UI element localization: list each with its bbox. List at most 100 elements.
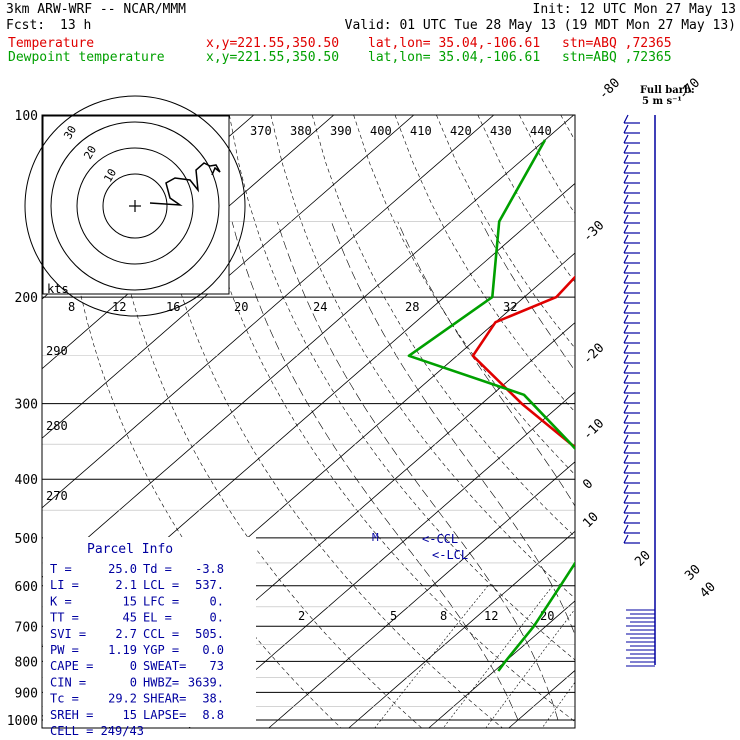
wind-barb-flag (623, 434, 629, 444)
parcel-field-value: 38. (202, 692, 224, 706)
wind-barb-flag (623, 514, 629, 524)
mixing-ratio-label-top: 28 (405, 300, 419, 314)
mixing-ratio-line (643, 586, 740, 733)
parcel-field-name: LCL = (143, 578, 179, 592)
hodograph-ring-label: 30 (61, 124, 79, 142)
isotherm-line (428, 600, 575, 728)
pressure-label: 700 (15, 620, 38, 635)
wind-barb-flag (623, 454, 629, 464)
ccl-label: <-CCL (422, 532, 458, 546)
legend-temperature-name: Temperature (8, 36, 95, 51)
wind-barb-flag (623, 494, 629, 504)
moist-adiabat-line (724, 222, 740, 721)
hodograph-ring (102, 173, 168, 239)
isotherm-label-right: 20 (632, 548, 654, 570)
pressure-label: 800 (15, 655, 38, 670)
wind-barb-flag (623, 484, 629, 494)
mixing-ratio-line (708, 586, 740, 733)
parcel-cell-value: CELL = 249/43 (50, 724, 144, 738)
pressure-label: 600 (15, 580, 38, 595)
isotherm-label-right: 40 (697, 580, 719, 602)
valid-time: Valid: 01 UTC Tue 28 May 13 (19 MDT Mon … (344, 18, 736, 33)
wind-barb-flag (623, 114, 629, 124)
parcel-field-name: K = (50, 594, 72, 608)
wind-barb-flag (623, 534, 629, 544)
parcel-field-name: HWBZ= (143, 675, 179, 689)
hodograph-panel (42, 115, 230, 295)
isotherm-label-right: -30 (580, 218, 607, 245)
dry-adiabat-line (602, 115, 740, 730)
hodograph-unit-label: kts (47, 282, 69, 296)
parcel-field-name: LI = (50, 578, 79, 592)
legend-dewpoint-name: Dewpoint temperature (8, 50, 165, 65)
mixing-ratio-line (541, 681, 575, 728)
dry-adiabat-line (187, 115, 575, 723)
wind-barb-flag (623, 214, 629, 224)
parcel-field-name: SVI = (50, 627, 86, 641)
parcel-info-panel (43, 537, 256, 727)
mixing-ratio-label-top: 20 (234, 300, 248, 314)
dry-adiabat-line (726, 115, 740, 730)
moist-adiabat-line (231, 221, 519, 721)
theta-label: 380 (290, 124, 312, 138)
parcel-field-value: 2.1 (115, 578, 137, 592)
forecast-hour: 13 h (60, 18, 92, 33)
theta-label-left: 280 (46, 419, 68, 433)
legend-dewpoint-latlon: lat,lon= 35.04,-106.61 (368, 50, 541, 65)
mixing-ratio-label: 20 (540, 609, 554, 623)
isotherm-line (348, 530, 575, 728)
parcel-field-value: 8.8 (202, 708, 224, 722)
theta-label: 370 (250, 124, 272, 138)
parcel-field-value: 73 (210, 659, 224, 673)
theta-label: 420 (450, 124, 472, 138)
pressure-label: 1000 (7, 714, 38, 729)
dry-adiabat-line (477, 115, 575, 283)
parcel-field-name: Td = (143, 562, 172, 576)
dry-adiabat-line (104, 115, 423, 728)
pressure-label: 500 (15, 532, 38, 547)
theta-label-left: 270 (46, 489, 68, 503)
theta-label: 390 (330, 124, 352, 138)
temperature-series-line (471, 275, 575, 449)
dry-adiabat-line (436, 115, 575, 349)
hodograph-ring-label: 20 (81, 144, 99, 162)
theta-label: 430 (490, 124, 512, 138)
wind-barb-flag (623, 344, 629, 354)
mixing-ratio-label: 5 (390, 609, 397, 623)
moist-adiabat-line (277, 221, 559, 721)
wind-barb-flag (623, 224, 629, 234)
pressure-label: 200 (15, 291, 38, 306)
wind-barb-flag (623, 314, 629, 324)
wind-barb-flag (623, 424, 629, 434)
wind-barb-flag (623, 334, 629, 344)
mixing-ratio-label-top: 8 (68, 300, 75, 314)
parcel-info-title: Parcel Info (87, 542, 173, 557)
legend-dewpoint-station: stn=ABQ ,72365 (562, 50, 672, 65)
barb-key-title: Full barb: (640, 85, 695, 96)
wind-barb-flag (623, 524, 629, 534)
mixing-ratio-label-top: 12 (112, 300, 126, 314)
parcel-field-name: T = (50, 562, 72, 576)
plot-frame (41, 114, 576, 729)
moist-adiabat-line (480, 221, 575, 372)
legend-temperature-latlon: lat,lon= 35.04,-106.61 (368, 36, 541, 51)
parcel-field-value: 45 (123, 611, 137, 625)
wind-barb-flag (623, 374, 629, 384)
parcel-field-value: 2.7 (115, 627, 137, 641)
wind-barb-flag (623, 174, 629, 184)
isotherm-label-right: -20 (580, 341, 607, 368)
mixing-ratio-label: 12 (484, 609, 498, 623)
wind-barb-flag (623, 124, 629, 134)
pressure-label: 900 (15, 686, 38, 701)
isotherm-label-right: 0 (580, 476, 596, 492)
legend-temperature-station: stn=ABQ ,72365 (562, 36, 672, 51)
wind-barb-flag (623, 384, 629, 394)
isotherm-line (42, 115, 415, 439)
hodograph-trace (149, 162, 221, 206)
theta-label: 440 (530, 124, 552, 138)
isotherm-line (583, 115, 740, 733)
parcel-field-value: 3639. (188, 675, 224, 689)
parcel-field-value: 25.0 (108, 562, 137, 576)
mixing-ratio-label: 8 (440, 609, 447, 623)
isotherm-label-right: 10 (580, 510, 602, 532)
